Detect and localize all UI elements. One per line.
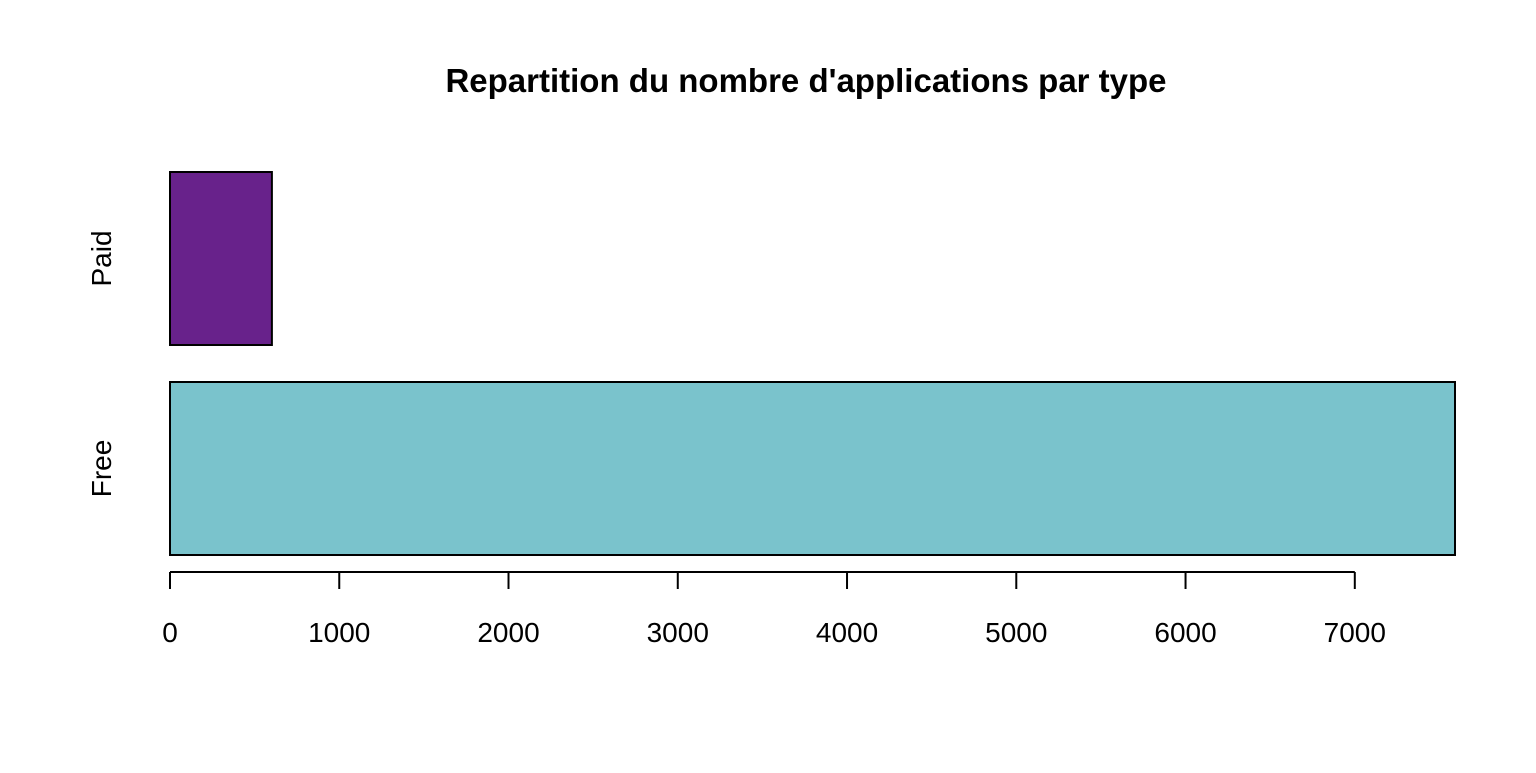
category-labels-group: Free Paid (86, 230, 117, 497)
x-tick-label-6000: 6000 (1154, 617, 1216, 648)
bars-group (169, 171, 1456, 556)
x-tick-label-5000: 5000 (985, 617, 1047, 648)
bar-free (169, 381, 1456, 556)
x-tick-label-4000: 4000 (816, 617, 878, 648)
x-tick-label-7000: 7000 (1324, 617, 1386, 648)
x-tick-label-3000: 3000 (647, 617, 709, 648)
bar-paid (169, 171, 273, 346)
x-axis: 0 1000 2000 3000 4000 5000 6000 7000 (162, 571, 1386, 648)
category-label-free: Free (86, 440, 117, 498)
category-label-paid: Paid (86, 230, 117, 286)
x-tick-label-2000: 2000 (477, 617, 539, 648)
chart-title: Repartition du nombre d'applications par… (445, 62, 1166, 99)
x-tick-label-1000: 1000 (308, 617, 370, 648)
x-tick-label-0: 0 (162, 617, 178, 648)
